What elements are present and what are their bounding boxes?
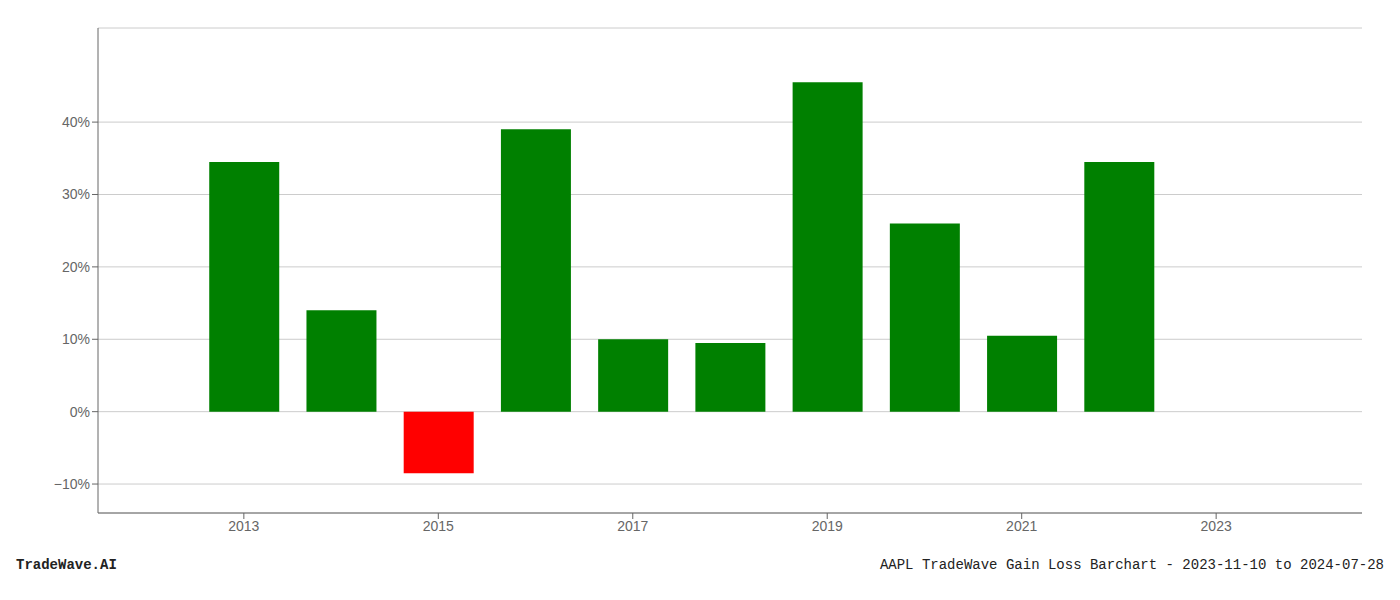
svg-text:10%: 10% [62, 331, 90, 347]
svg-text:−10%: −10% [54, 476, 90, 492]
svg-text:30%: 30% [62, 186, 90, 202]
svg-text:0%: 0% [70, 404, 90, 420]
svg-text:2019: 2019 [812, 518, 843, 534]
svg-text:40%: 40% [62, 114, 90, 130]
svg-text:2021: 2021 [1006, 518, 1037, 534]
html-text:TradeWave.AI: TradeWave.AI [16, 557, 117, 573]
html-text:AAPL TradeWave Gain Loss Barch: AAPL TradeWave Gain Loss Barchart - 2023… [879, 557, 1384, 573]
svg-text:2017: 2017 [617, 518, 648, 534]
svg-text:2013: 2013 [228, 518, 259, 534]
svg-text:20%: 20% [62, 259, 90, 275]
svg-text:2023: 2023 [1201, 518, 1232, 534]
svg-text:2015: 2015 [423, 518, 454, 534]
